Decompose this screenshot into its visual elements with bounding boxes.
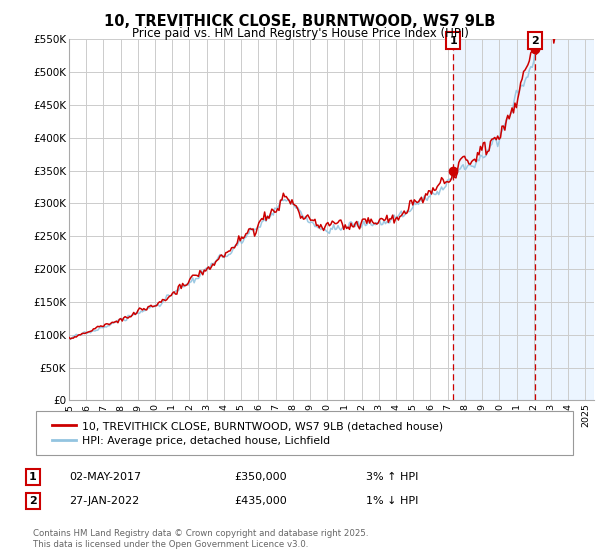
Bar <box>454 39 594 400</box>
Text: Price paid vs. HM Land Registry's House Price Index (HPI): Price paid vs. HM Land Registry's House … <box>131 27 469 40</box>
Text: 2: 2 <box>29 496 37 506</box>
Legend: 10, TREVITHICK CLOSE, BURNTWOOD, WS7 9LB (detached house), HPI: Average price, d: 10, TREVITHICK CLOSE, BURNTWOOD, WS7 9LB… <box>52 421 443 446</box>
Text: 3% ↑ HPI: 3% ↑ HPI <box>366 472 418 482</box>
Text: 10, TREVITHICK CLOSE, BURNTWOOD, WS7 9LB: 10, TREVITHICK CLOSE, BURNTWOOD, WS7 9LB <box>104 14 496 29</box>
Text: £350,000: £350,000 <box>234 472 287 482</box>
Text: Contains HM Land Registry data © Crown copyright and database right 2025.
This d: Contains HM Land Registry data © Crown c… <box>33 529 368 549</box>
Text: 1: 1 <box>449 35 457 45</box>
FancyBboxPatch shape <box>36 412 573 455</box>
Text: £435,000: £435,000 <box>234 496 287 506</box>
Text: 1% ↓ HPI: 1% ↓ HPI <box>366 496 418 506</box>
Text: 2: 2 <box>531 35 539 45</box>
Text: 1: 1 <box>29 472 37 482</box>
Text: 27-JAN-2022: 27-JAN-2022 <box>69 496 139 506</box>
Text: 02-MAY-2017: 02-MAY-2017 <box>69 472 141 482</box>
